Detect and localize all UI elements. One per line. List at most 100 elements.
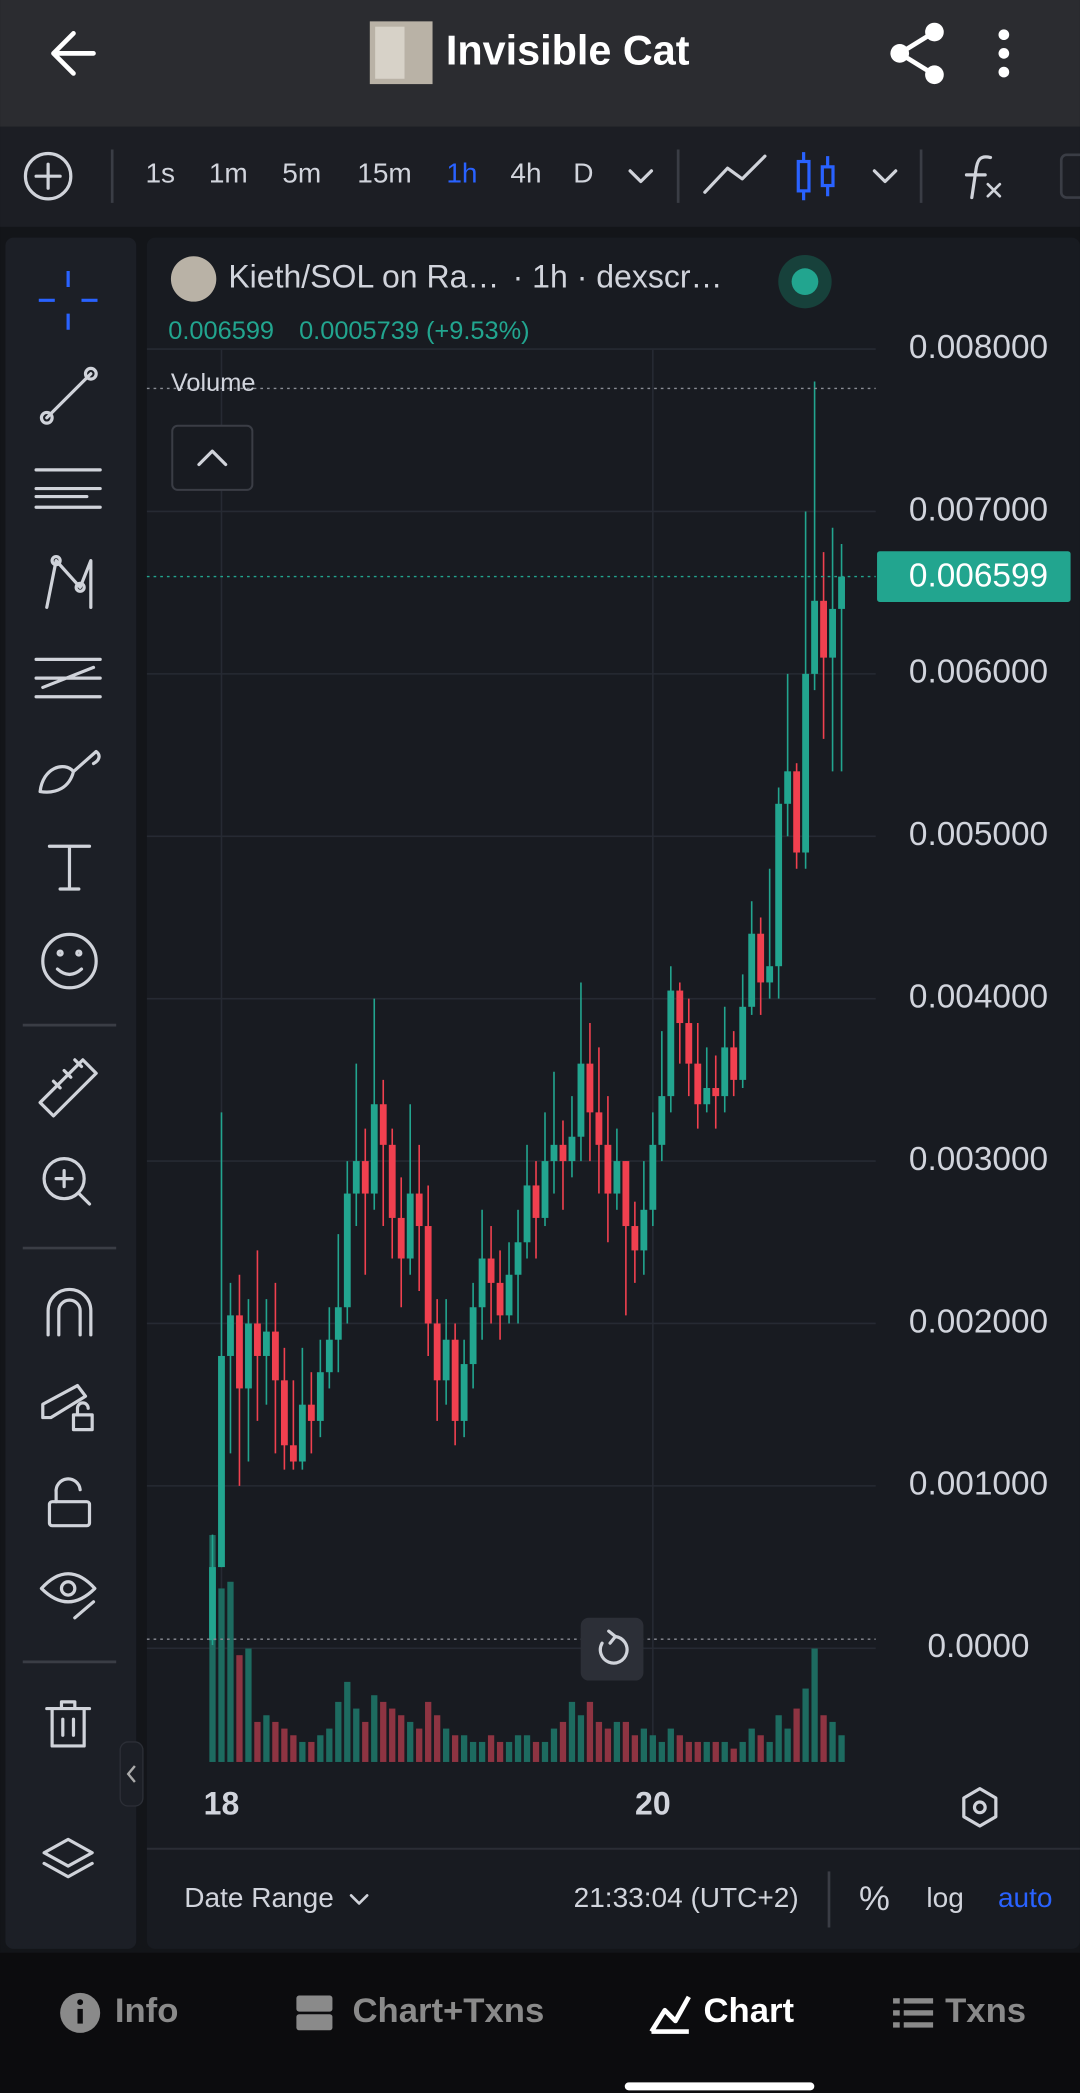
volume-bar xyxy=(793,1708,800,1762)
auto-toggle[interactable]: auto xyxy=(998,1882,1053,1913)
more-tools[interactable] xyxy=(1059,153,1080,199)
interval-button[interactable]: 1h xyxy=(446,157,477,188)
percent-toggle[interactable]: % xyxy=(859,1880,890,1918)
volume-bar xyxy=(730,1748,737,1762)
collapse-pane-button[interactable] xyxy=(171,424,254,491)
candle-body xyxy=(730,1047,738,1080)
chart-type-dropdown[interactable] xyxy=(872,169,898,184)
lock-tool[interactable] xyxy=(47,1477,92,1528)
volume-bar xyxy=(712,1741,719,1762)
chart-panel xyxy=(146,237,1080,1949)
candle-body xyxy=(640,1209,648,1251)
interval-button[interactable]: 1m xyxy=(209,157,248,188)
volume-bar xyxy=(469,1741,477,1762)
volume-bar xyxy=(694,1741,701,1762)
crosshair-tool[interactable] xyxy=(38,270,98,330)
volume-bar xyxy=(559,1721,567,1762)
prediction-tool[interactable] xyxy=(34,657,102,699)
volume-bar xyxy=(209,1535,216,1762)
delete-tool[interactable] xyxy=(45,1700,92,1748)
share-button[interactable] xyxy=(890,22,944,85)
interval-button[interactable]: 1s xyxy=(145,157,175,188)
back-button[interactable] xyxy=(51,31,96,76)
candle-body xyxy=(739,1006,747,1080)
nav-tab[interactable]: Info xyxy=(115,1992,179,2030)
nav-tab[interactable]: Txns xyxy=(945,1992,1026,2030)
candle-body xyxy=(775,803,783,967)
volume-bar xyxy=(290,1735,297,1762)
candle-body xyxy=(532,1185,540,1218)
lock-drawing-tool[interactable] xyxy=(41,1383,94,1432)
trendline-tool[interactable] xyxy=(39,366,98,425)
interval-button[interactable]: 4h xyxy=(510,157,541,188)
pattern-tool[interactable] xyxy=(45,555,93,609)
text-tool[interactable] xyxy=(47,844,92,891)
fib-tool[interactable] xyxy=(34,468,102,509)
volume-bar xyxy=(550,1728,558,1762)
y-tick-label: 0.006000 xyxy=(909,654,1048,691)
volume-bar xyxy=(389,1708,396,1762)
page-title: Invisible Cat xyxy=(446,27,690,73)
indicators-button[interactable] xyxy=(964,155,1002,200)
candle-body xyxy=(227,1315,234,1356)
last-price-tag xyxy=(877,551,1071,602)
token-image-detail xyxy=(375,26,405,79)
volume-bar xyxy=(568,1701,576,1762)
candle-body xyxy=(748,933,756,1007)
volume-bar xyxy=(604,1728,612,1762)
candle-body xyxy=(541,1161,549,1218)
x-tick-label: 20 xyxy=(635,1785,671,1821)
add-symbol-button[interactable] xyxy=(23,151,73,201)
interval-group: 1s 1m 5m 15m 1h 4h D xyxy=(145,157,593,188)
volume-bar xyxy=(613,1721,621,1762)
y-tick-label: 0.002000 xyxy=(909,1303,1048,1340)
candle-body xyxy=(802,673,810,853)
ruler-tool[interactable] xyxy=(38,1058,98,1118)
line-chart-button[interactable] xyxy=(703,154,767,194)
volume-bar xyxy=(434,1715,441,1762)
toolbar xyxy=(0,126,1080,227)
volume-bar xyxy=(496,1741,504,1762)
volume-bar xyxy=(344,1681,351,1762)
brush-tool[interactable] xyxy=(38,749,101,794)
reset-button[interactable] xyxy=(580,1617,644,1681)
more-button[interactable] xyxy=(998,29,1010,78)
candle-body xyxy=(496,1282,504,1316)
candle-body xyxy=(343,1193,351,1308)
candle-body xyxy=(236,1315,243,1389)
volume-bar xyxy=(407,1721,414,1762)
interval-button[interactable]: 15m xyxy=(357,157,412,188)
nav-tab[interactable]: Chart xyxy=(704,1992,795,2030)
candle-body xyxy=(793,771,801,853)
magnet-tool[interactable] xyxy=(46,1287,93,1337)
zoom-tool[interactable] xyxy=(42,1157,92,1206)
interval-button[interactable]: D xyxy=(573,157,593,188)
collapse-toolbar[interactable] xyxy=(119,1741,144,1807)
nav-tab[interactable]: Chart+Txns xyxy=(352,1992,544,2030)
candle-body xyxy=(820,600,828,658)
emoji-tool[interactable] xyxy=(41,932,98,990)
candle-body xyxy=(577,1063,585,1137)
layers-tool[interactable] xyxy=(42,1837,94,1879)
volume-bar xyxy=(757,1735,764,1762)
candle-body xyxy=(604,1144,612,1194)
volume-bar xyxy=(380,1701,387,1762)
candle-body xyxy=(298,1404,306,1462)
candle-body xyxy=(424,1226,432,1324)
interval-dropdown[interactable] xyxy=(628,169,654,184)
candle-body xyxy=(271,1331,279,1381)
candle-chart-button[interactable] xyxy=(796,152,835,201)
candle-body xyxy=(209,1567,216,1641)
legend-close: 0.006599 xyxy=(168,317,274,345)
y-tick-label: 0.007000 xyxy=(909,491,1048,528)
candle-body xyxy=(325,1339,333,1373)
volume-bar xyxy=(218,1588,225,1762)
candle-body xyxy=(514,1242,522,1275)
drawing-toolbar xyxy=(5,237,137,1949)
volume-bar xyxy=(532,1741,540,1762)
interval-button[interactable]: 5m xyxy=(282,157,321,188)
log-toggle[interactable]: log xyxy=(926,1882,963,1913)
visibility-tool[interactable] xyxy=(39,1572,97,1620)
settings-button[interactable] xyxy=(962,1787,998,1828)
date-range-button[interactable]: Date Range xyxy=(184,1882,334,1913)
